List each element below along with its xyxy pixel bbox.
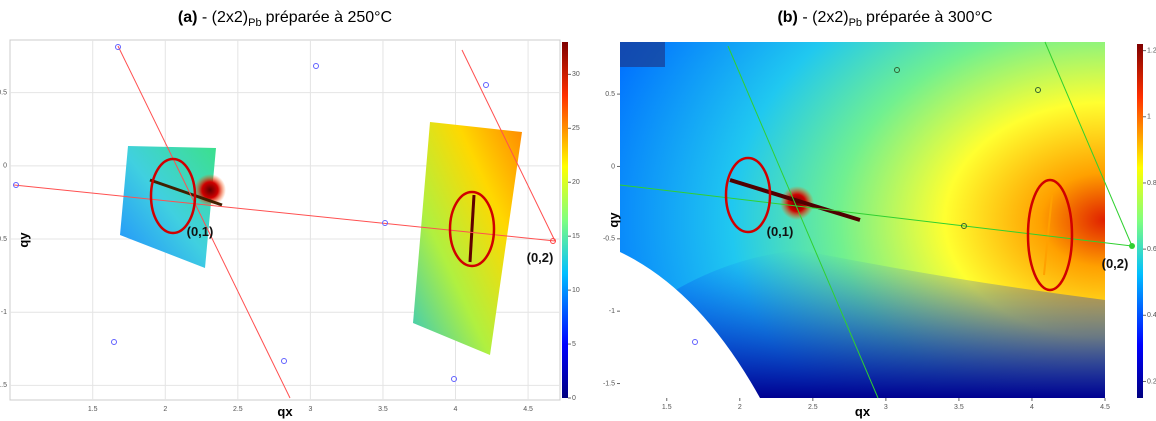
panel-label: (b) [777, 9, 797, 26]
y-tick-label: -1 [1, 309, 7, 316]
chart-title: (b) - (2x2)Pb préparée à 300°C [777, 9, 992, 29]
x-axis-label: qx [277, 404, 293, 419]
annotation: (0,1) [767, 224, 794, 239]
detector-shadow [620, 250, 1105, 398]
y-axis-label: qy [16, 232, 31, 248]
x-tick-label: 2 [163, 406, 167, 413]
y-tick-label: -1.5 [0, 382, 7, 389]
panel-label: (a) [178, 9, 198, 26]
title-rest: préparée à 250°C [266, 9, 392, 26]
x-tick-label: 4 [454, 406, 458, 413]
x-tick-label: 3.5 [954, 404, 964, 411]
y-tick-label: 0.5 [0, 90, 7, 97]
x-axis-label: qx [855, 404, 871, 419]
x-tick-label: 2.5 [233, 406, 243, 413]
y-tick-label: -1 [609, 308, 615, 315]
colorbar-tick-label: 1.2 [1147, 47, 1156, 54]
guide-lines [13, 45, 556, 399]
y-tick-label: 0 [611, 163, 615, 170]
colorbar-tick-label: 10 [572, 287, 580, 294]
markers [692, 67, 1041, 345]
x-tick-label: 3 [308, 406, 312, 413]
detector-patch [413, 122, 522, 355]
annotation: (0,1) [187, 224, 214, 239]
annotation: (0,2) [527, 250, 554, 265]
streak [149, 178, 223, 207]
y-tick-label: 0 [3, 163, 7, 170]
colorbar-tick-label: 0 [572, 395, 576, 402]
colorbar [562, 42, 568, 398]
colorbar-tick-label: 30 [572, 71, 580, 78]
colorbar [1137, 44, 1143, 398]
colorbar-tick-label: 25 [572, 125, 580, 132]
x-tick-label: 1.5 [88, 406, 98, 413]
colorbar-tick-label: 0.4 [1147, 312, 1156, 319]
x-tick-label: 3.5 [378, 406, 388, 413]
title-subscript: Pb [849, 17, 862, 29]
title-text: - (2x2) [802, 9, 848, 26]
colorbar-tick-label: 20 [572, 179, 580, 186]
y-tick-label: -0.5 [0, 236, 7, 243]
noise [620, 42, 665, 67]
markers [13, 44, 489, 382]
colorbar-tick-label: 0.8 [1147, 180, 1156, 187]
streak [468, 194, 476, 263]
guide-lines [619, 41, 1133, 399]
x-tick-label: 3 [884, 404, 888, 411]
x-tick-label: 4.5 [1100, 404, 1110, 411]
highlight-ellipses [724, 156, 1074, 292]
chart-title: (a) - (2x2)Pb préparée à 250°C [178, 9, 392, 29]
streak [1043, 194, 1053, 276]
annotation: (0,2) [1102, 256, 1129, 271]
colorbar-tick-label: 0.6 [1147, 246, 1156, 253]
streak [729, 178, 861, 222]
colorbar-tick-label: 15 [572, 233, 580, 240]
x-tick-label: 4 [1030, 404, 1034, 411]
colorbar-tick-label: 0.2 [1147, 378, 1156, 385]
x-tick-label: 4.5 [523, 406, 533, 413]
title-rest: préparée à 300°C [866, 9, 992, 26]
detector-edge [620, 252, 760, 398]
title-text: - (2x2) [202, 9, 248, 26]
peak [780, 186, 814, 220]
highlight-ellipses [149, 157, 496, 268]
x-tick-label: 2.5 [808, 404, 818, 411]
x-tick-label: 2 [738, 404, 742, 411]
y-tick-label: -1.5 [603, 380, 615, 387]
title-subscript: Pb [248, 17, 261, 29]
x-tick-label: 1.5 [662, 404, 672, 411]
y-axis-label: qy [606, 212, 621, 228]
colorbar-tick-label: 5 [572, 341, 576, 348]
colorbar-tick-label: 1 [1147, 114, 1151, 121]
y-tick-label: 0.5 [605, 91, 615, 98]
y-tick-label: -0.5 [603, 236, 615, 243]
